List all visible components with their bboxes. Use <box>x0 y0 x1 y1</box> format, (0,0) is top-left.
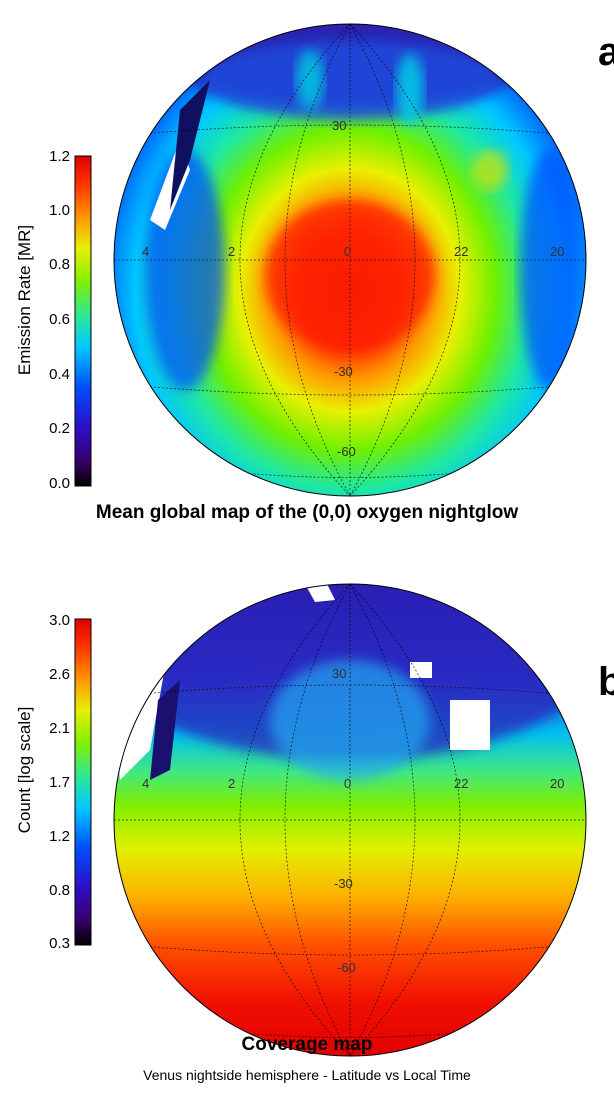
colorbar-b-tick: 1.2 <box>49 828 70 845</box>
lat-label-a: -60 <box>337 444 356 459</box>
lon-label-a: 22 <box>454 244 468 259</box>
lat-label-b: -30 <box>334 876 353 891</box>
colorbar-b-tick: 2.1 <box>49 720 70 737</box>
colorbar-a-tick: 1.0 <box>49 202 70 219</box>
colorbar-a-tick: 1.2 <box>49 148 70 165</box>
panel-b: b 3.0 2.6 2.1 1.7 1.2 0.8 0.3 Count [log… <box>0 560 614 1096</box>
caption-a: Mean global map of the (0,0) oxygen nigh… <box>95 502 519 523</box>
lon-label-b: 20 <box>550 776 564 791</box>
colorbar-b-label: Count [log scale] <box>15 706 34 834</box>
lat-label-b: -60 <box>337 960 356 975</box>
lon-label-a: 20 <box>550 244 564 259</box>
lat-label-a: -30 <box>334 364 353 379</box>
lon-label-a: 4 <box>142 244 149 259</box>
lon-label-a: 2 <box>228 244 235 259</box>
colorbar-b-tick: 1.7 <box>49 774 70 791</box>
lat-label-a: 30 <box>332 118 346 133</box>
panel-a: a 1.2 1.0 0.8 0.6 0.4 0.2 0.0 Emission R… <box>15 23 614 523</box>
panel-letter-a: a <box>598 30 614 74</box>
lon-label-b: 2 <box>228 776 235 791</box>
panel-letter-b: b <box>598 660 614 704</box>
colorbar-b <box>74 618 92 946</box>
colorbar-a-tick: 0.0 <box>49 475 70 492</box>
colorbar-a-tick: 0.2 <box>49 420 70 437</box>
colorbar-b-tick: 0.3 <box>49 935 70 952</box>
caption-b: Coverage map <box>241 1034 373 1055</box>
colorbar-a-tick: 0.4 <box>49 366 70 383</box>
colorbar-a-tick: 0.8 <box>49 256 70 273</box>
lon-label-b: 0 <box>344 776 351 791</box>
subcaption-b: Venus nightside hemisphere - Latitude vs… <box>143 1067 471 1083</box>
colorbar-b-tick: 0.8 <box>49 882 70 899</box>
lon-label-b: 4 <box>142 776 149 791</box>
lon-label-b: 22 <box>454 776 468 791</box>
lat-label-b: 30 <box>332 666 346 681</box>
lon-label-a: 0 <box>344 244 351 259</box>
colorbar-b-tick: 2.6 <box>49 666 70 683</box>
globe-map-b: 30 -30 -60 4 2 0 22 20 <box>113 583 587 1057</box>
colorbar-a <box>74 155 92 487</box>
colorbar-a-tick: 0.6 <box>49 311 70 328</box>
globe-map-a: 30 -30 -60 4 2 0 22 20 <box>113 23 587 497</box>
colorbar-a-label: Emission Rate [MR] <box>15 224 34 376</box>
colorbar-b-tick: 3.0 <box>49 612 70 629</box>
